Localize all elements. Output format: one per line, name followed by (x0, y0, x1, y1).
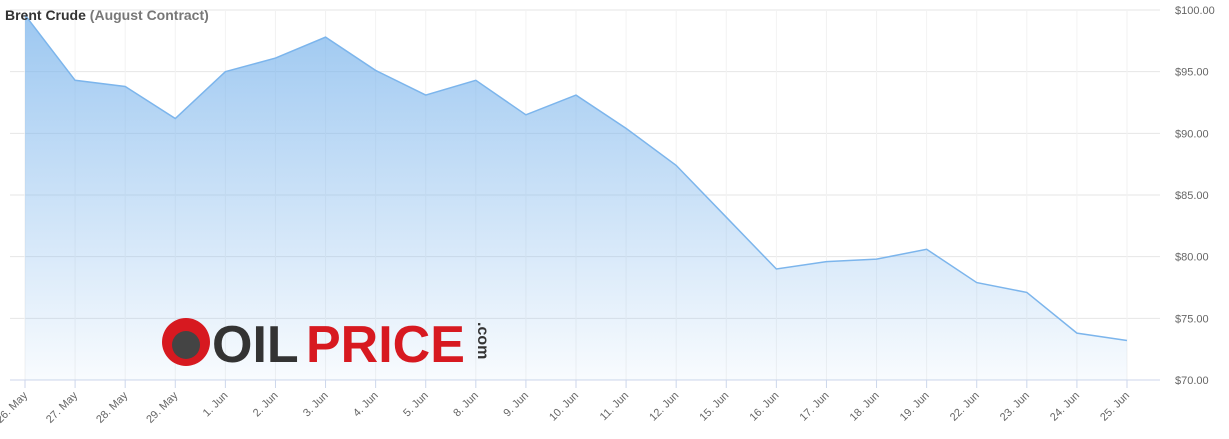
subtitle: (August Contract) (90, 7, 209, 23)
plot (24, 14, 1128, 381)
x-tick-label: 27. May (44, 389, 81, 426)
logo-drop-inner (172, 331, 200, 359)
logo-price: PRICE (306, 316, 465, 374)
x-tick-label: 25. Jun (1098, 390, 1132, 424)
logo: OIL PRICE .com (162, 316, 491, 374)
x-tick-label: 22. Jun (948, 390, 982, 424)
x-tick-label: 29. May (144, 389, 181, 426)
x-tick-label: 23. Jun (998, 390, 1032, 424)
x-tick-label: 3. Jun (301, 390, 331, 420)
x-tick-label: 12. Jun (647, 390, 681, 424)
x-tick-label: 24. Jun (1048, 390, 1082, 424)
y-tick-label: $70.00 (1175, 375, 1209, 387)
x-tick-label: 9. Jun (501, 390, 531, 420)
logo-oil: OIL (212, 316, 299, 374)
y-tick-label: $100.00 (1175, 5, 1215, 17)
x-tick-label: 11. Jun (598, 390, 631, 423)
chart-title: Brent Crude (August Contract) (5, 7, 209, 23)
x-tick-label: 8. Jun (451, 390, 481, 420)
area-fill (25, 14, 1127, 381)
x-tick-label: 17. Jun (798, 390, 832, 424)
line (24, 14, 1128, 342)
y-tick-label: $95.00 (1175, 67, 1209, 79)
x-tick-label: 28. May (94, 389, 131, 426)
title: Brent Crude (5, 7, 86, 23)
x-tick-label: 5. Jun (401, 390, 431, 420)
x-tick-label: 19. Jun (898, 390, 932, 424)
y-tick-label: $85.00 (1175, 190, 1209, 202)
x-tick-label: 2. Jun (251, 390, 281, 420)
x-tick-label: 26. May (0, 389, 30, 426)
x-tick-label: 4. Jun (351, 390, 381, 420)
x-tick-label: 18. Jun (848, 390, 882, 424)
x-tick-label: 16. Jun (747, 390, 781, 424)
x-tick-label: 1. Jun (201, 390, 231, 420)
y-tick-label: $80.00 (1175, 252, 1209, 264)
x-tick-label: 15. Jun (697, 390, 731, 424)
y-tick-label: $75.00 (1175, 313, 1209, 325)
y-tick-label: $90.00 (1175, 128, 1209, 140)
logo-com: .com (474, 322, 491, 359)
x-tick-label: 10. Jun (547, 390, 581, 424)
